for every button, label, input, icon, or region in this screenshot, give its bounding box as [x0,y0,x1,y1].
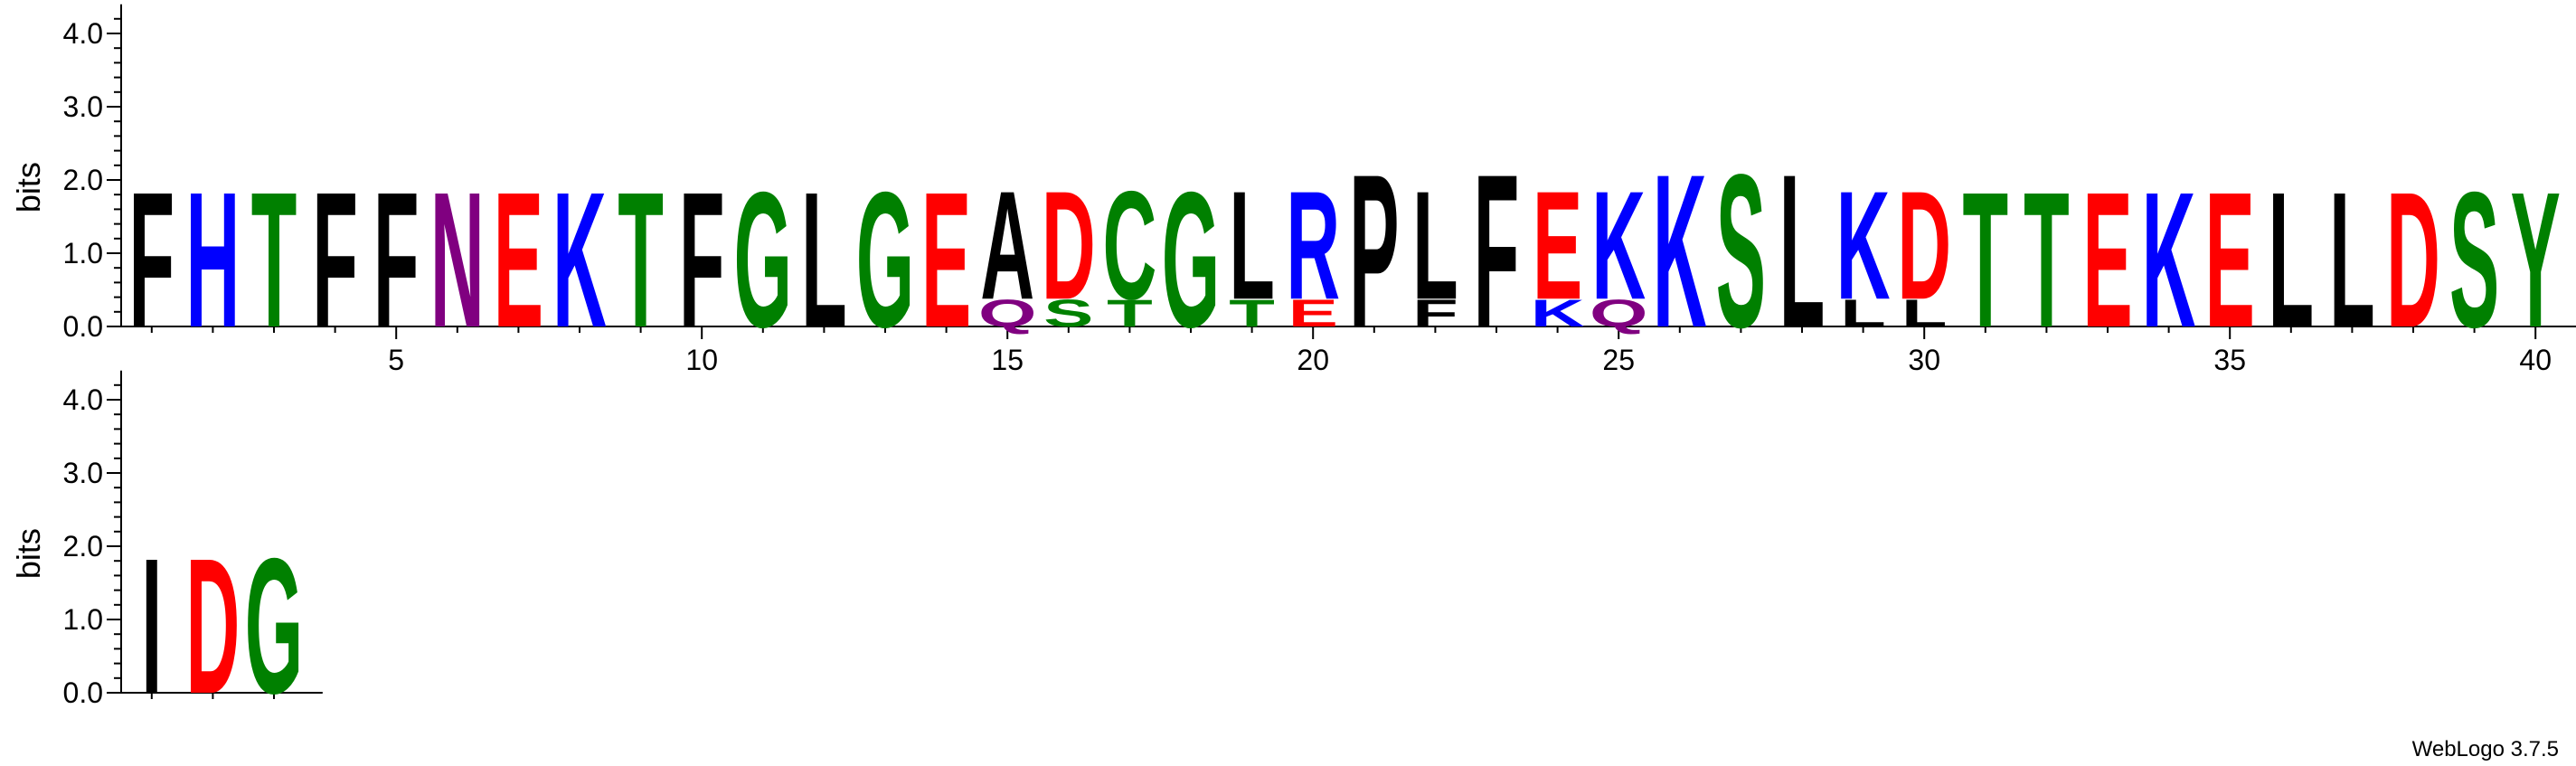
logo-letter-l: L [2329,152,2375,368]
logo-letter-t: T [618,152,664,368]
logo-letter-d: D [1897,159,1951,332]
y-tick-label: 1.0 [63,603,103,636]
logo-letter-e: E [494,152,543,368]
logo-letter-g: G [734,152,792,368]
logo-letter-k: K [2142,152,2196,368]
logo-letter-n: N [430,152,485,368]
logo-letter-l: L [801,152,847,368]
logo-letter-l: L [1412,159,1458,332]
logo-letter-k: K [1531,291,1585,335]
logo-letter-k: K [1653,129,1707,374]
logo-letter-e: E [2205,152,2255,368]
logo-letter-a: A [980,159,1034,332]
logo-letter-e: E [2082,152,2132,368]
x-tick-label: 25 [1602,344,1635,376]
x-tick-label: 5 [388,344,404,376]
logo-letter-q: Q [1590,291,1647,335]
logo-letter-f: F [1412,291,1458,335]
logo-letter-f: F [312,152,358,368]
logo-letter-l: L [1840,291,1886,335]
logo-letter-l: L [2268,152,2314,368]
logo-letter-q: Q [978,291,1036,335]
logo-letter-p: P [1349,129,1399,374]
logo-row-2: 0.0 1.0 2.0 3.0 4.0 bits I D G [10,370,323,734]
logo-letter-i: I [141,518,162,734]
weblogo-credit: WebLogo 3.7.5 [2412,737,2559,761]
logo-letter-y: Y [2511,152,2561,368]
y-tick-label: 1.0 [63,237,103,270]
logo-letter-e: E [1533,159,1582,332]
logo-letter-g: G [245,518,303,734]
logo-letter-k: K [552,152,607,368]
y-tick-label: 0.0 [63,310,103,343]
logo-letter-e: E [1288,291,1338,335]
logo-letter-g: G [1162,152,1220,368]
x-tick-label: 35 [2213,344,2246,376]
logo-letter-t: T [1107,291,1153,335]
logo-letter-d: D [185,518,240,734]
logo-letter-t: T [1962,152,2008,368]
x-tick-label: 40 [2519,344,2552,376]
y-tick-label: 0.0 [63,676,103,709]
logo-letter-f: F [1474,129,1520,374]
logo-letter-c: C [1102,159,1156,332]
x-tick-label: 30 [1908,344,1940,376]
logo-letter-e: E [921,152,971,368]
y-axis-label: bits [10,528,47,579]
logo-letter-f: F [373,152,420,368]
y-tick-label: 4.0 [63,383,103,416]
y-tick-label: 2.0 [63,530,103,563]
logo-letter-s: S [1043,291,1093,335]
logo-letter-l: L [1901,291,1948,335]
y-tick-label: 2.0 [63,164,103,196]
x-tick-label: 15 [991,344,1024,376]
y-tick-label: 3.0 [63,90,103,123]
y-tick-label: 4.0 [63,17,103,50]
logo-letter-k: K [1591,159,1646,332]
logo-letter-s: S [1716,129,1766,374]
logo-letter-d: D [2386,152,2440,368]
logo-letter-f: F [128,152,175,368]
logo-letter-g: G [856,152,914,368]
y-tick-label: 3.0 [63,457,103,489]
logo-letter-s: S [2449,152,2499,368]
logo-letter-d: D [1042,159,1096,332]
y-axis-label: bits [10,162,47,213]
logo-letter-l: L [1779,129,1826,374]
logo-letter-t: T [2024,152,2070,368]
logo-letter-l: L [1229,159,1275,332]
logo-letter-t: T [251,152,297,368]
logo-letter-r: R [1286,159,1340,332]
logo-letter-t: T [1229,291,1275,335]
logo-letter-k: K [1836,159,1891,332]
x-tick-label: 10 [685,344,718,376]
x-tick-label: 20 [1297,344,1329,376]
logo-letter-h: H [185,152,240,368]
logo-letter-f: F [679,152,725,368]
